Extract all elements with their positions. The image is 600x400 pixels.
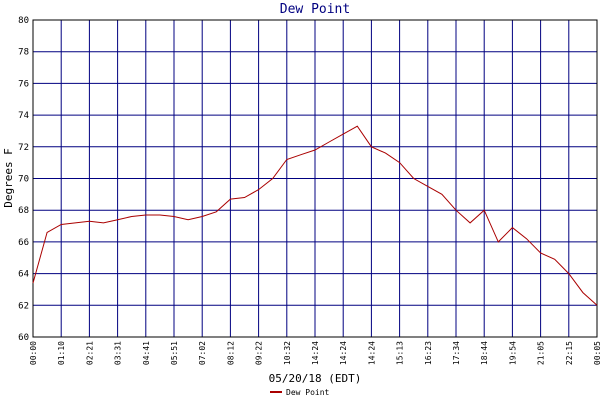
x-tick-label: 02:21	[85, 341, 94, 365]
x-tick-label: 16:23	[424, 341, 433, 365]
y-tick-label: 60	[18, 333, 29, 343]
x-tick-label: 22:15	[565, 341, 574, 365]
x-tick-label: 17:34	[452, 341, 461, 365]
y-tick-label: 64	[18, 270, 29, 280]
y-tick-label: 70	[18, 175, 29, 185]
y-tick-label: 76	[18, 79, 29, 89]
plot-border	[32, 19, 598, 338]
y-tick-label: 62	[18, 301, 29, 311]
x-tick-label: 14:24	[339, 341, 348, 365]
x-tick-label: 10:32	[283, 341, 292, 365]
chart-title: Dew Point	[280, 2, 350, 17]
x-tick-label: 09:22	[255, 341, 264, 365]
x-tick-label: 07:02	[198, 341, 207, 365]
legend-label: Dew Point	[286, 388, 330, 397]
y-tick-label: 72	[18, 143, 29, 153]
x-tick-label: 14:24	[311, 341, 320, 365]
x-tick-label: 21:05	[537, 341, 546, 365]
x-axis-label: 05/20/18 (EDT)	[269, 372, 362, 385]
y-tick-label: 80	[18, 16, 29, 26]
x-tick-label: 00:05	[593, 341, 600, 365]
y-tick-label: 74	[18, 111, 29, 121]
x-tick-label: 08:12	[226, 341, 235, 365]
x-tick-label: 05:51	[170, 341, 179, 365]
x-tick-label: 19:54	[508, 341, 517, 365]
y-tick-label: 68	[18, 206, 29, 216]
y-axis-label: Degrees F	[2, 148, 15, 208]
x-tick-label: 18:44	[480, 341, 489, 365]
x-tick-label: 04:41	[142, 341, 151, 365]
x-tick-label: 01:10	[57, 341, 66, 365]
y-tick-label: 66	[18, 238, 29, 248]
x-tick-label: 15:13	[396, 341, 405, 365]
y-tick-label: 78	[18, 48, 29, 58]
x-tick-label: 00:00	[29, 341, 38, 365]
data-line	[32, 125, 598, 306]
x-tick-label: 14:24	[367, 341, 376, 365]
x-tick-label: 03:31	[114, 341, 123, 365]
